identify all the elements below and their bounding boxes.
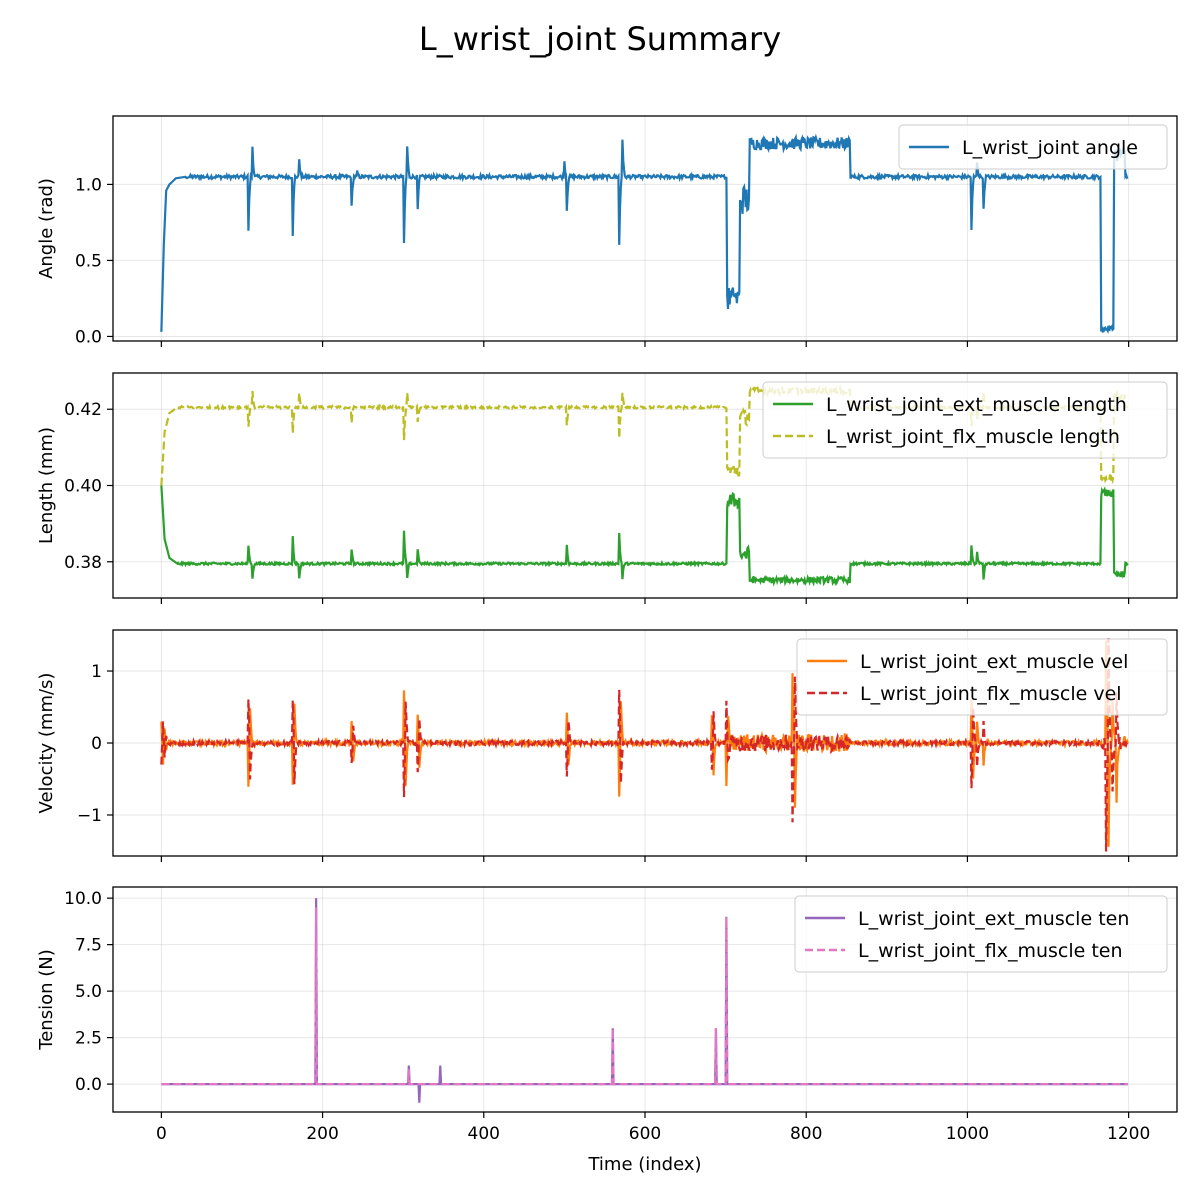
y-tick-label: 1 — [91, 662, 102, 682]
x-tick-label: 800 — [790, 1124, 822, 1144]
y-tick-label: 0.0 — [75, 327, 102, 347]
series-line-2-1 — [160, 485, 1129, 587]
panel-2: 0.38 0.40 0.42 Length (mm) L_wrist_joint_ext… — [36, 372, 1178, 604]
legend-label: L_wrist_joint_ext_muscle vel — [860, 651, 1128, 673]
series-line-4-2 — [161, 907, 1128, 1086]
y-axis-label: Tension (N) — [36, 949, 57, 1050]
x-tick-label: 1000 — [946, 1124, 989, 1144]
legend-label: L_wrist_joint_flx_muscle ten — [858, 940, 1123, 962]
legend-label: L_wrist_joint_flx_muscle vel — [860, 683, 1122, 705]
panel-1: 0.0 0.5 1.0 Angle (rad) L_wrist_joint angle — [36, 115, 1178, 347]
x-tick-label: 0 — [156, 1124, 167, 1144]
legend: L_wrist_joint_ext_muscle ten L_wrist_join… — [794, 895, 1168, 973]
y-tick-label: 0.5 — [75, 251, 102, 271]
y-tick-label: 2.5 — [75, 1029, 102, 1049]
y-tick-label: −1 — [77, 806, 102, 826]
legend-label: L_wrist_joint_ext_muscle length — [826, 394, 1127, 416]
y-tick-label: 10.0 — [64, 889, 102, 909]
legend: L_wrist_joint_ext_muscle length L_wrist_j… — [762, 381, 1168, 459]
y-tick-label: 0 — [91, 734, 102, 754]
x-tick-label: 1200 — [1107, 1124, 1150, 1144]
panel-3: −1 0 1 Velocity (mm/s) L_wrist_joint_ext_mus… — [36, 629, 1178, 862]
y-tick-label: 5.0 — [75, 982, 102, 1002]
legend-label: L_wrist_joint_flx_muscle length — [826, 426, 1120, 448]
x-axis-label: Time (index) — [587, 1154, 701, 1175]
x-tick-label: 600 — [629, 1124, 661, 1144]
series-line-1-1 — [160, 133, 1129, 334]
legend: L_wrist_joint angle — [898, 124, 1168, 170]
legend: L_wrist_joint_ext_muscle vel L_wrist_join… — [796, 638, 1168, 716]
y-tick-label: 1.0 — [75, 175, 102, 195]
y-axis-label: Length (mm) — [36, 427, 57, 544]
y-tick-label: 0.40 — [64, 477, 102, 497]
legend-label: L_wrist_joint_ext_muscle ten — [858, 908, 1129, 930]
y-axis-label: Angle (rad) — [36, 178, 57, 279]
y-tick-label: 0.0 — [75, 1075, 102, 1095]
legend-label: L_wrist_joint angle — [962, 137, 1138, 159]
y-tick-label: 7.5 — [75, 936, 102, 956]
y-tick-label: 0.42 — [64, 400, 102, 420]
panel-4: 0.0 2.5 5.0 7.5 10.0 0 200 400 600 800 1000 1200 Ten… — [36, 886, 1178, 1175]
series-line-3-2 — [160, 638, 1129, 852]
x-tick-label: 200 — [306, 1124, 338, 1144]
figure-title: L_wrist_joint Summary — [419, 20, 781, 58]
x-tick-label: 400 — [468, 1124, 500, 1144]
y-tick-label: 0.38 — [64, 553, 102, 573]
y-axis-label: Velocity (mm/s) — [36, 673, 57, 814]
